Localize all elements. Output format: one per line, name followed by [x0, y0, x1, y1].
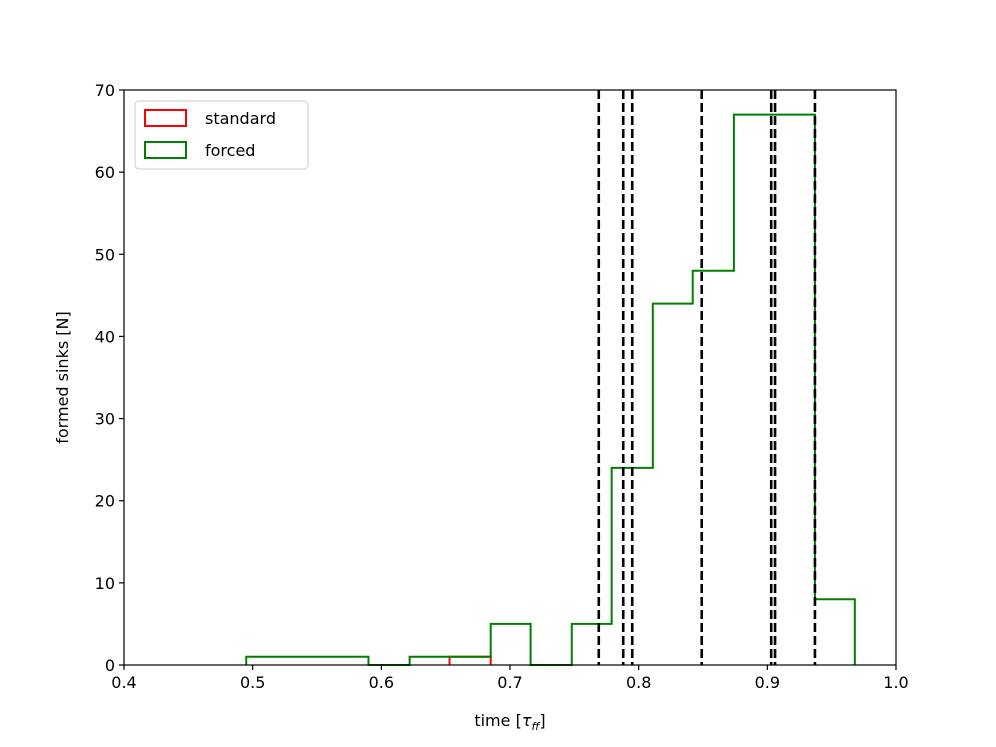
legend-label-standard: standard: [205, 109, 276, 128]
x-axis-label-subscript: ff: [531, 720, 540, 733]
x-tick-label-6: 1.0: [883, 673, 908, 692]
x-axis: 0.4 0.5 0.6 0.7 0.8 0.9 1.0: [111, 665, 909, 692]
y-axis-label: formed sinks [N]: [53, 311, 72, 443]
x-tick-label-3: 0.7: [497, 673, 522, 692]
x-axis-label-suffix: ]: [539, 711, 545, 730]
x-tick-label-4: 0.8: [626, 673, 651, 692]
legend-items: standard forced: [144, 109, 276, 160]
series-layer: [245, 113, 856, 666]
legend: standard forced: [134, 100, 309, 170]
y-tick-label-6: 60: [95, 163, 115, 182]
y-tick-label-7: 70: [95, 81, 115, 100]
x-tick-label-0: 0.4: [111, 673, 136, 692]
series-forced: [245, 113, 856, 666]
x-tick-label-2: 0.6: [369, 673, 394, 692]
legend-swatch-standard: [144, 109, 187, 127]
y-tick-label-1: 10: [95, 574, 115, 593]
x-tick-label-5: 0.9: [755, 673, 780, 692]
y-tick-label-3: 30: [95, 410, 115, 429]
x-axis-label-symbol: τ: [522, 711, 532, 730]
y-tick-label-2: 20: [95, 492, 115, 511]
y-tick-label-5: 50: [95, 245, 115, 264]
x-axis-label: time [τff]: [474, 711, 545, 733]
legend-box: [134, 100, 309, 170]
legend-label-forced: forced: [205, 141, 255, 160]
x-tick-label-1: 0.5: [240, 673, 265, 692]
y-axis: 0 10 20 30 40 50 60 70: [95, 81, 124, 675]
y-tick-label-0: 0: [105, 656, 115, 675]
legend-swatch-forced: [144, 141, 187, 159]
vline-layer: [597, 90, 817, 665]
y-tick-label-4: 40: [95, 327, 115, 346]
x-axis-label-text: time [: [474, 711, 521, 730]
